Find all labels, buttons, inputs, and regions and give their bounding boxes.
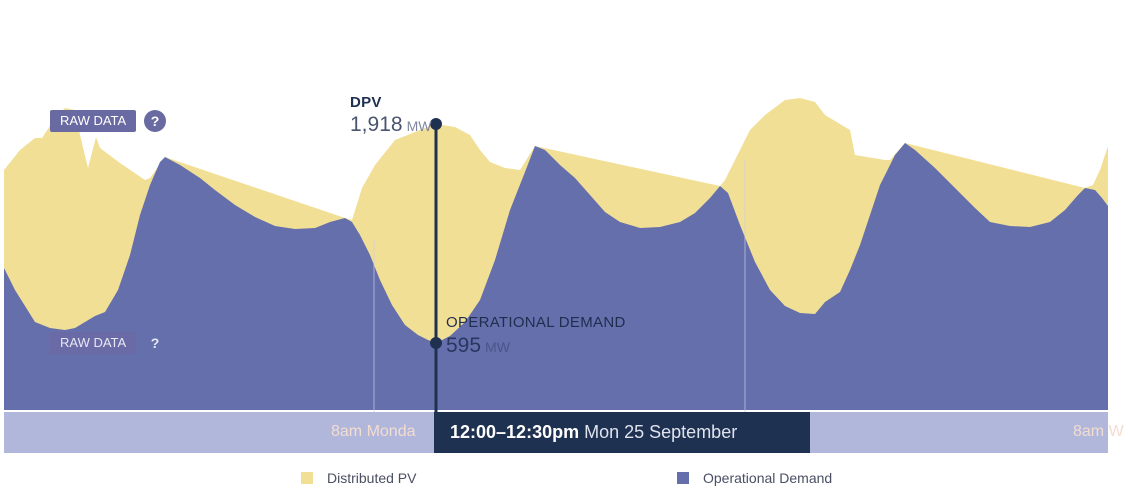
help-icon[interactable]: ? [144,110,166,132]
dpv-cursor-dot [430,118,442,130]
legend-swatch-demand [677,472,689,484]
operational-demand-number: 595 [446,334,482,357]
demand-cursor-dot [430,337,442,349]
raw-data-button-demand[interactable]: RAW DATA [50,332,137,354]
tooltip-date: Mon 25 September [584,422,738,442]
time-tooltip: 12:00–12:30pm Mon 25 September [434,412,810,453]
dpv-label: DPV [350,94,382,111]
dpv-unit: MW [406,118,432,134]
legend-item-operational-demand[interactable]: Operational Demand [677,470,832,486]
legend-swatch-pv [301,472,313,484]
x-axis-label-monday: 8am Monda [331,423,416,440]
legend-item-distributed-pv[interactable]: Distributed PV [301,470,416,486]
help-icon[interactable]: ? [150,335,160,351]
operational-demand-unit: MW [485,339,510,355]
legend-label: Distributed PV [327,470,417,486]
operational-demand-area [4,143,1108,410]
operational-demand-label: OPERATIONAL DEMAND [446,314,626,331]
x-axis-label-wednesday: 8am W [1073,423,1124,440]
legend-label: Operational Demand [703,470,833,486]
tooltip-time: 12:00–12:30pm [450,422,580,442]
dpv-value-number: 1,918 [350,113,403,136]
dpv-value: 1,918 MW [350,113,431,137]
operational-demand-value: 595 MW [446,334,510,358]
raw-data-button-dpv[interactable]: RAW DATA [50,110,137,132]
